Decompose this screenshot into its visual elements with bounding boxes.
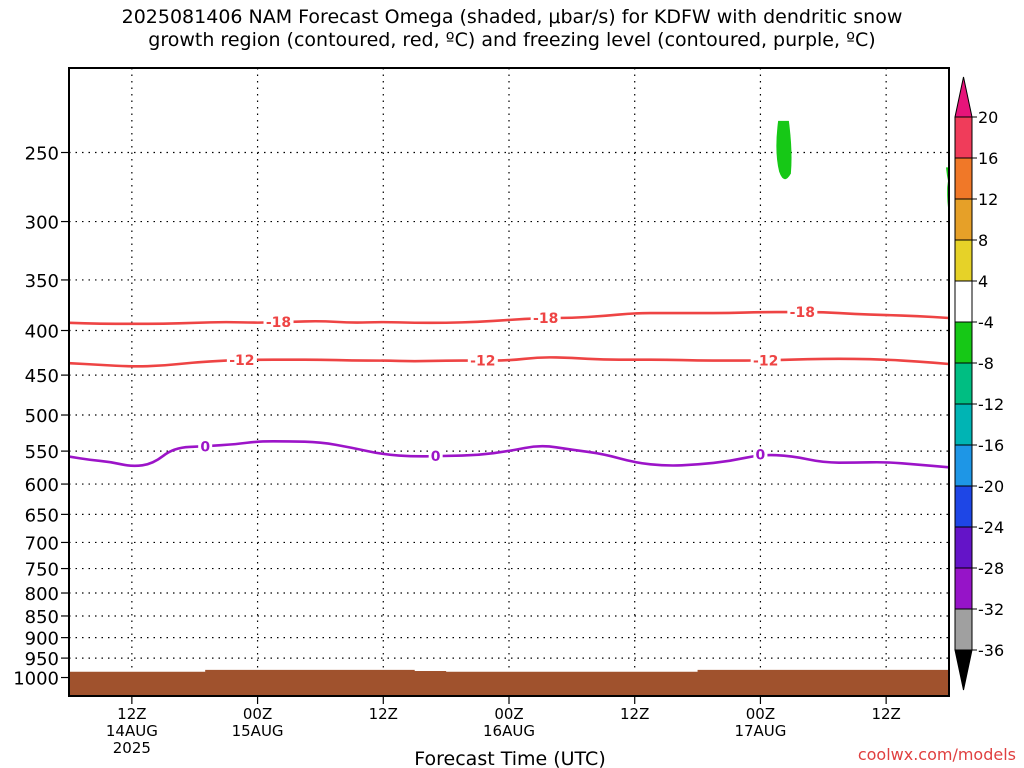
colorbar-tick-label: -16 [978,436,1004,455]
y-tick-label-450: 450 [25,366,59,387]
chart-title-line1: 2025081406 NAM Forecast Omega (shaded, μ… [121,6,903,28]
colorbar-tick-label: 12 [978,190,998,209]
y-tick-label-350: 350 [25,271,59,292]
x-tick-label: 12Z [620,705,649,723]
colorbar-band [954,403,973,446]
contour-label-bg [530,310,561,325]
colorbar: 20 16 12 8 4 -4 -8 -12 -16 -20 -24 -28 -32 -36 [954,76,1004,691]
contour-label: 0 [200,439,210,455]
contour-line-0 [68,440,950,469]
x-tick-label: 15AUG [232,722,284,740]
colorbar-tick-label: -32 [978,600,1004,619]
x-tick-label: 2025 [113,739,151,757]
terrain-fill [69,669,949,696]
contour-label-bg [198,439,213,454]
colorbar-tick-label: 4 [978,272,988,291]
x-tick-label: 17AUG [734,722,786,740]
colorbar-band [954,362,973,405]
colorbar-band [954,526,973,569]
contour-label: -18 [533,311,558,327]
contour-label-bg [787,305,818,320]
omega-shaded-region-2 [946,167,950,226]
y-tick-label-550: 550 [25,442,59,463]
x-tick-label: 12Z [369,705,398,723]
colorbar-top-arrow [954,76,973,118]
colorbar-band [954,157,973,200]
contour-label: -12 [753,353,778,369]
x-tick-label: 14AUG [106,722,158,740]
colorbar-tick-label: -20 [978,477,1004,496]
y-tick-label-950: 950 [25,649,59,670]
chart-title-line2: growth region (contoured, red, ºC) and f… [148,29,876,51]
chart-title: 2025081406 NAM Forecast Omega (shaded, μ… [0,6,1024,52]
omega-shaded-region-1 [776,120,792,180]
plot-area: -18 -18 -18 -12 -12 -12 0 0 0 [68,68,950,696]
x-tick-label: 12Z [117,705,146,723]
colorbar-tick-label: -4 [978,313,994,332]
y-tick-label-500: 500 [25,406,59,427]
colorbar-tick-label: -36 [978,641,1004,660]
colorbar-band [954,280,973,323]
y-tick-label-650: 650 [25,505,59,526]
y-tick-label-700: 700 [25,533,59,554]
x-tick-label: 00Z [494,705,523,723]
y-tick-label-600: 600 [25,475,59,496]
y-tick-label-900: 900 [25,629,59,650]
y-tick-label-300: 300 [25,213,59,234]
colorbar-tick-label: 8 [978,231,988,250]
y-tick-label-400: 400 [25,322,59,343]
y-tick-label-850: 850 [25,607,59,628]
contour-label: -12 [229,353,254,369]
y-tick-label-250: 250 [25,144,59,165]
contour-label-bg [226,353,257,368]
contour-label-bg [467,353,498,368]
x-tick-label: 00Z [746,705,775,723]
colorbar-band [954,485,973,528]
colorbar-tick-label: 20 [978,108,998,127]
colorbar-band [954,198,973,241]
colorbar-band [954,239,973,282]
contour-label-bg [750,353,781,368]
colorbar-tick-label: 16 [978,149,998,168]
contour-label-bg [263,315,294,330]
colorbar-tick-label: -8 [978,354,994,373]
colorbar-tick-label: -28 [978,559,1004,578]
x-tick-label: 16AUG [483,722,535,740]
colorbar-band [954,567,973,610]
contour-label-bg [753,447,768,462]
x-tick-label: 12Z [871,705,900,723]
contour-label: -12 [470,354,495,370]
contour-label-bg [428,449,443,464]
colorbar-band [954,116,973,159]
watermark: coolwx.com/models [858,745,1016,764]
y-tick-label-1000: 1000 [13,669,59,690]
colorbar-bottom-arrow [954,649,973,691]
colorbar-band [954,321,973,364]
colorbar-band [954,608,973,651]
x-axis-label: Forecast Time (UTC) [414,748,605,768]
x-tick-label: 00Z [243,705,272,723]
colorbar-band [954,444,973,487]
colorbar-tick-label: -24 [978,518,1004,537]
contour-label: -18 [790,305,815,321]
contour-label: -18 [266,315,291,331]
axes: 2503003504004505005506006507007508008509… [13,67,950,757]
contour-label: 0 [431,449,441,465]
y-tick-label-750: 750 [25,560,59,581]
y-tick-label-800: 800 [25,584,59,605]
colorbar-tick-label: -12 [978,395,1004,414]
contour-label: 0 [756,448,766,464]
